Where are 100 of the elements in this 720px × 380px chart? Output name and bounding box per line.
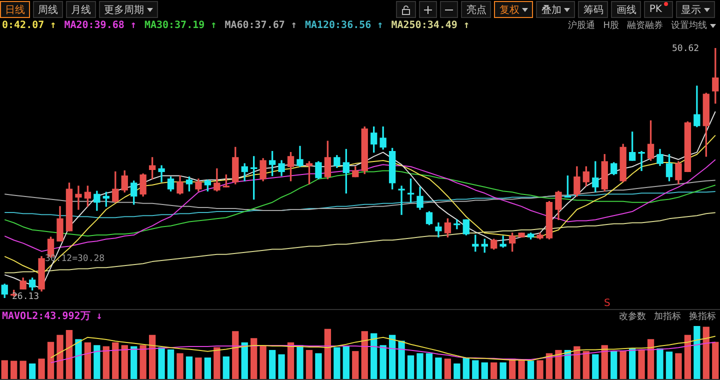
bar (38, 358, 45, 380)
bar (195, 358, 202, 380)
bar (518, 360, 525, 380)
bar (148, 334, 156, 380)
bar (352, 351, 359, 380)
bar (592, 354, 599, 380)
bar (416, 353, 424, 380)
text: 更多周期 (99, 1, 158, 18)
bar (47, 342, 54, 380)
bar (10, 360, 18, 380)
bar (1, 360, 8, 380)
bar (204, 358, 212, 380)
bar (112, 342, 119, 380)
text: MA120:36.56 ↑ (304, 20, 384, 30)
bar (306, 350, 313, 380)
bar (380, 345, 386, 380)
bar (268, 350, 276, 380)
bar (620, 351, 626, 380)
text: MA30:37.19 ↑ (144, 20, 217, 30)
bar (638, 349, 645, 380)
bar (158, 347, 165, 380)
bar (536, 360, 544, 380)
bar (287, 342, 294, 380)
bar (388, 334, 396, 380)
bar (574, 346, 580, 380)
text: 0:42.07 ↑ (2, 20, 56, 30)
bar (407, 355, 414, 380)
bar (712, 342, 719, 380)
bar (370, 333, 378, 380)
bar (481, 362, 488, 380)
bar (121, 345, 128, 380)
text: 设置均线 (671, 20, 708, 32)
text: MA60:37.67 ↑ (224, 20, 297, 30)
bar (214, 347, 220, 380)
annotation: S (604, 298, 610, 309)
text: 沪股通 (568, 20, 596, 32)
bar (490, 362, 498, 380)
bar (426, 353, 433, 380)
bar (647, 339, 654, 380)
bar (260, 345, 266, 380)
text: 显示 (676, 1, 715, 18)
bar (186, 356, 193, 380)
text: 改参数 (619, 310, 646, 322)
bar (324, 328, 332, 380)
bar (241, 342, 248, 380)
candlestick (500, 236, 506, 248)
bar (500, 362, 506, 380)
bar (702, 326, 710, 380)
bar (296, 345, 304, 380)
bar (454, 363, 460, 380)
bar (342, 346, 350, 380)
bar (435, 358, 442, 380)
text: MAVOL2:43.992万 ↓ (2, 310, 102, 323)
bar (232, 331, 239, 380)
bar (656, 348, 664, 380)
bar (694, 326, 700, 380)
candlestick (75, 186, 82, 210)
bar (610, 351, 618, 380)
text: 复权 (494, 1, 534, 18)
candlestick (398, 186, 405, 215)
text: PK (644, 1, 673, 18)
text: 融资融券 (627, 20, 663, 32)
bar (28, 363, 36, 380)
bar (555, 350, 562, 380)
bar (472, 360, 479, 380)
bar (628, 348, 636, 380)
bar (315, 353, 322, 380)
candlestick (638, 150, 645, 172)
bar (334, 347, 340, 380)
annotation: 26.13 (12, 292, 40, 302)
bar (462, 358, 470, 380)
bar (222, 356, 230, 380)
bar (176, 353, 184, 380)
bar (444, 358, 452, 380)
text: 加指标 (654, 310, 681, 322)
candlestick (158, 165, 165, 182)
annotation: 50.62 (672, 44, 700, 54)
bar (84, 342, 92, 380)
text: 月线 (66, 1, 96, 18)
bar (66, 330, 73, 380)
candlestick (454, 219, 460, 230)
bar (94, 345, 100, 380)
bar (527, 360, 534, 380)
text: 叠加 (536, 1, 576, 18)
bar (56, 334, 64, 380)
bar (20, 360, 26, 380)
text: 换指标 (689, 310, 716, 322)
text: MA20:39.68 ↑ (64, 20, 136, 30)
text: 日线 (0, 1, 30, 18)
bar (398, 340, 405, 380)
bar (361, 331, 368, 380)
text: 画线 (611, 1, 642, 18)
bar (102, 346, 110, 380)
text: 筹码 (578, 1, 608, 18)
text: MA250:34.49 ↑ (391, 20, 470, 30)
bar (167, 349, 174, 380)
bar (278, 354, 285, 380)
bar (140, 345, 146, 380)
text: 亮点 (461, 1, 492, 18)
bar (250, 338, 258, 380)
